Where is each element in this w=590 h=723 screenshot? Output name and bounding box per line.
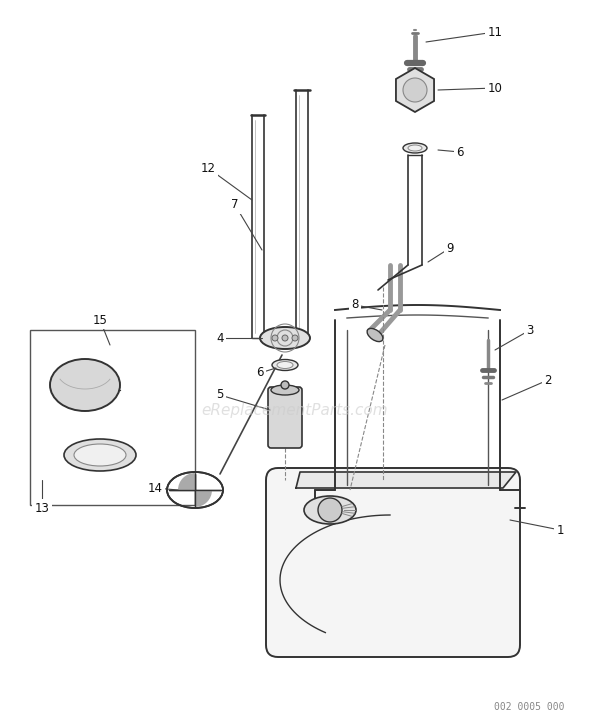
Circle shape (403, 78, 427, 102)
Circle shape (318, 498, 342, 522)
Polygon shape (396, 68, 434, 112)
Bar (30, 330, 195, 505)
Wedge shape (178, 473, 195, 490)
Ellipse shape (50, 359, 120, 411)
Circle shape (281, 381, 289, 389)
Circle shape (272, 335, 278, 341)
Text: 15: 15 (93, 314, 107, 327)
Ellipse shape (74, 444, 126, 466)
Text: 4: 4 (217, 332, 224, 344)
Polygon shape (296, 472, 516, 488)
Text: 12: 12 (201, 161, 215, 174)
Wedge shape (195, 490, 212, 507)
FancyBboxPatch shape (268, 387, 302, 448)
Text: 5: 5 (217, 388, 224, 401)
Text: 6: 6 (456, 145, 464, 158)
Text: 10: 10 (487, 82, 503, 95)
Text: 7: 7 (231, 199, 239, 212)
Ellipse shape (64, 439, 136, 471)
Text: 14: 14 (148, 482, 162, 495)
Text: 3: 3 (526, 323, 534, 336)
Circle shape (292, 335, 298, 341)
Ellipse shape (272, 359, 298, 370)
Ellipse shape (403, 143, 427, 153)
Text: 1: 1 (556, 523, 564, 536)
Ellipse shape (260, 327, 310, 349)
FancyBboxPatch shape (266, 468, 520, 657)
Text: 6: 6 (256, 367, 264, 380)
Text: 9: 9 (446, 241, 454, 254)
Ellipse shape (304, 496, 356, 524)
Text: 11: 11 (487, 25, 503, 38)
Text: eReplacementParts.com: eReplacementParts.com (202, 403, 388, 417)
Text: 2: 2 (544, 374, 552, 387)
Ellipse shape (277, 362, 293, 369)
Text: 8: 8 (351, 299, 359, 312)
Text: 13: 13 (35, 502, 50, 515)
Ellipse shape (271, 385, 299, 395)
Ellipse shape (408, 145, 422, 151)
Text: 002 0005 000: 002 0005 000 (494, 702, 565, 712)
Ellipse shape (367, 328, 383, 341)
Circle shape (282, 335, 288, 341)
